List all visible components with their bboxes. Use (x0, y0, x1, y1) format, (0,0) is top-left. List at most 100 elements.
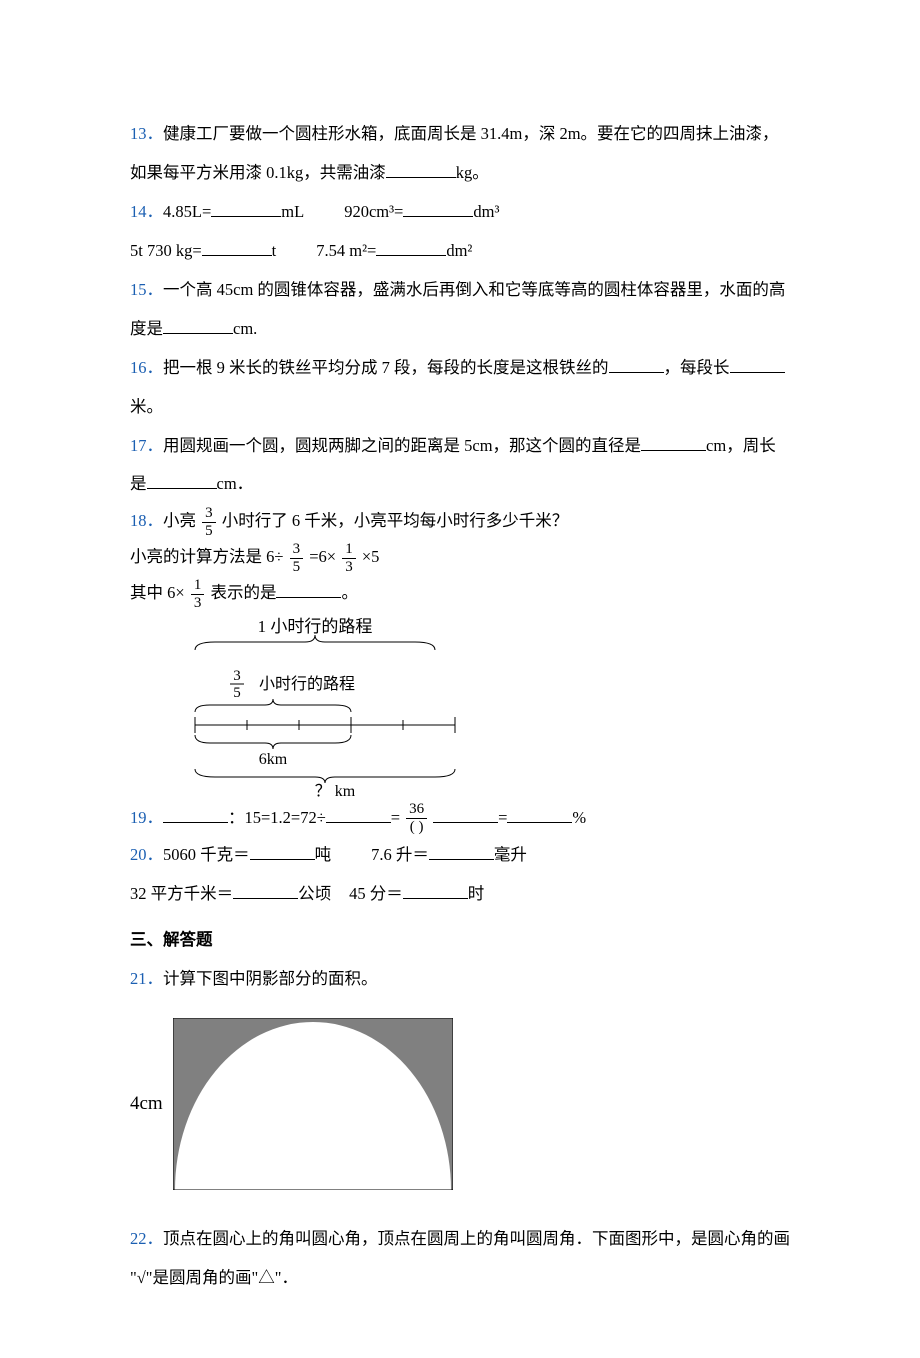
q14-a2-lhs: 920cm³= (344, 202, 403, 221)
q18-frac-b: 13 (342, 542, 356, 575)
q14-a2-blank (403, 199, 473, 217)
q16-line2: 米。 (130, 388, 790, 426)
q18-line2: 小亮的计算方法是 6÷ 35 =6× 13 ×5 (130, 540, 790, 575)
q14-num: 14． (130, 202, 163, 221)
section3-heading: 三、解答题 (130, 921, 790, 959)
q20-b2-lhs: 45 分＝ (349, 884, 403, 903)
q14-b2-lhs: 7.54 m²= (316, 241, 376, 260)
q15-line1: 15．一个高 45cm 的圆锥体容器，盛满水后再倒入和它等底等高的圆柱体容器里，… (130, 271, 790, 309)
q14-b1-blank (202, 238, 272, 256)
q20-b2-unit: 时 (468, 884, 485, 903)
q15-blank (163, 316, 233, 334)
q16-unit: 米。 (130, 397, 163, 416)
q17-line1: 17．用圆规画一个圆，圆规两脚之间的距离是 5cm，那这个圆的直径是 cm，周长 (130, 427, 790, 465)
q21-line: 21．计算下图中阴影部分的面积。 (130, 960, 790, 998)
q14-b1-lhs: 5t 730 kg= (130, 241, 202, 260)
q19-line: 19．：15=1.2=72÷=36( )=% (130, 801, 790, 836)
q13-text-a: 健康工厂要做一个圆柱形水箱，底面周长是 31.4m，深 2m。要在它的四周抹上油… (163, 124, 779, 143)
q20-num: 20． (130, 845, 163, 864)
q19-mid1: ：15=1.2=72÷ (228, 808, 326, 827)
q20-b1-unit: 公顷 (298, 884, 331, 903)
q18-km-label: 6km (259, 751, 288, 768)
q13-unit: kg。 (456, 163, 489, 182)
q21-num: 21． (130, 969, 163, 988)
frac-num: 1 (191, 578, 205, 594)
q21-svg (173, 1018, 453, 1190)
q21-text: 计算下图中阴影部分的面积。 (163, 969, 378, 988)
frac-num: 3 (290, 542, 304, 558)
q22-line1: 22．顶点在圆心上的角叫圆心角，顶点在圆周上的角叫圆周角．下面图形中，是圆心角的… (130, 1220, 790, 1258)
q17-text-a: 用圆规画一个圆，圆规两脚之间的距离是 5cm，那这个圆的直径是 (163, 436, 641, 455)
q20-line1: 20．5060 千克＝ 吨 7.6 升＝ 毫升 (130, 836, 790, 874)
q15-line2: 度是cm. (130, 310, 790, 348)
frac-den: 3 (342, 558, 356, 575)
q18-q-label: ？ km (315, 783, 356, 797)
q20-a2-unit: 毫升 (494, 845, 527, 864)
q22-line2: "√"是圆周角的画"△"． (130, 1259, 790, 1297)
q18-b-mid1: =6× (305, 547, 340, 566)
q15-text-a: 一个高 45cm 的圆锥体容器，盛满水后再倒入和它等底等高的圆柱体容器里，水面的… (163, 280, 785, 299)
q13-num: 13． (130, 124, 163, 143)
q14-line1: 14．4.85L=mL920cm³=dm³ (130, 193, 790, 231)
q20-a1-blank (250, 842, 315, 860)
q15-num: 15． (130, 280, 163, 299)
q14-b2-unit: dm² (446, 241, 472, 260)
q21-label: 4cm (130, 1082, 163, 1126)
q19-blank4 (507, 804, 572, 822)
q16-blank1 (609, 354, 664, 372)
q17-mid: cm，周长 (706, 436, 776, 455)
q18-mid-frac-n: 3 (233, 668, 241, 684)
q19-blank2 (326, 804, 391, 822)
q18-frac-a-den: 5 (202, 522, 216, 539)
frac-den: 3 (191, 594, 205, 611)
q18-frac-a-num: 3 (202, 506, 216, 522)
q19-blank3 (433, 804, 498, 822)
q18-period: 。 (341, 583, 358, 602)
q18-a-post: 小时行了 6 千米，小亮平均每小时行多少千米？ (218, 511, 569, 530)
q18-b-mid2: ×5 (358, 547, 380, 566)
q14-a1-blank (211, 199, 281, 217)
q18-blank (276, 580, 341, 598)
frac-den: 5 (290, 558, 304, 575)
q19-eq2: = (498, 808, 507, 827)
q16-mid: ，每段长 (664, 358, 730, 377)
q22-num: 22． (130, 1229, 163, 1248)
q20-a1-lhs: 5060 千克＝ (163, 845, 250, 864)
q17-blank2 (147, 471, 217, 489)
q16-text-a: 把一根 9 米长的铁丝平均分成 7 段，每段的长度是这根铁丝的 (163, 358, 609, 377)
q19-num: 19． (130, 808, 163, 827)
q18-line1: 18．小亮 35 小时行了 6 千米，小亮平均每小时行多少千米？ (130, 504, 790, 539)
q16-blank2 (730, 354, 785, 372)
q14-b2-blank (376, 238, 446, 256)
q18-frac-a: 35 (202, 506, 216, 539)
q22-text-b: "√"是圆周角的画"△"． (130, 1268, 298, 1287)
q17-blank1 (641, 432, 706, 450)
q20-line2: 32 平方千米＝公顷45 分＝时 (130, 875, 790, 913)
q20-a2-lhs: 7.6 升＝ (371, 845, 429, 864)
frac-num: 36 (406, 802, 427, 818)
frac-num: 1 (342, 542, 356, 558)
q18-diagram: 1 小时行的路程 3 5 小时行的路程 6km ？ km (175, 617, 790, 797)
q18-num: 18． (130, 511, 163, 530)
q17-text-b: 是 (130, 474, 147, 493)
q18-line3: 其中 6× 13 表示的是。 (130, 576, 790, 611)
q13-line2: 如果每平方米用漆 0.1kg，共需油漆kg。 (130, 154, 790, 192)
q20-a1-unit: 吨 (315, 845, 332, 864)
q18-km-brace (195, 735, 351, 749)
q17-num: 17． (130, 436, 163, 455)
q18-bottom-brace (195, 769, 455, 783)
q21-diagram: 4cm (130, 1018, 790, 1190)
q18-mid-frac-d: 5 (233, 685, 241, 701)
q22-text-a: 顶点在圆心上的角叫圆心角，顶点在圆周上的角叫圆周角．下面图形中，是圆心角的画 (163, 1229, 790, 1248)
q20-b2-blank (403, 881, 468, 899)
q18-frac-b2: 13 (191, 578, 205, 611)
q16-num: 16． (130, 358, 163, 377)
q17-line2: 是cm． (130, 465, 790, 503)
q16-line1: 16．把一根 9 米长的铁丝平均分成 7 段，每段的长度是这根铁丝的 ，每段长 (130, 349, 790, 387)
q13-blank (386, 160, 456, 178)
frac-den: ( ) (406, 818, 427, 835)
q15-text-b: 度是 (130, 319, 163, 338)
q18-top-label: 1 小时行的路程 (258, 617, 373, 636)
q20-a2-blank (429, 842, 494, 860)
q18-top-brace (195, 635, 435, 650)
